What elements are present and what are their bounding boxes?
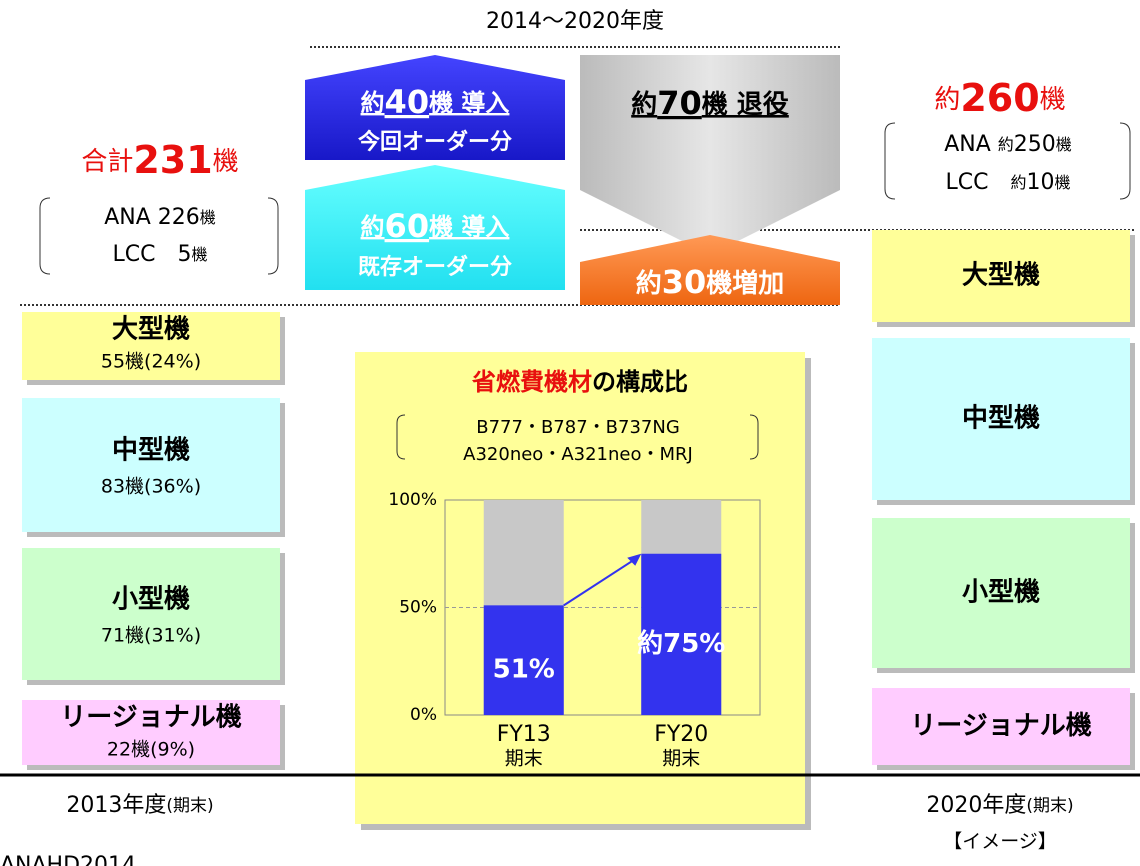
class-box [22, 312, 280, 380]
bar [641, 553, 722, 715]
right-breakdown: ANA 約250機 [944, 132, 1072, 157]
left-breakdown: LCC 5機 [113, 242, 208, 267]
class-name: 中型機 [962, 404, 1040, 434]
period-header: 2014〜2020年度 [486, 9, 664, 34]
class-box [872, 338, 1130, 500]
flow-label: 約70機 退役 [631, 84, 789, 122]
left-footer: 2013年度(期末) [66, 793, 213, 818]
x-tick-sublabel: 期末 [505, 748, 543, 770]
inset-title: 省燃費機材の構成比 [471, 368, 688, 396]
class-box [22, 700, 280, 765]
x-tick-label: FY13 [497, 722, 551, 747]
class-name: 中型機 [112, 436, 190, 466]
bracket [396, 414, 759, 460]
arrow-new-order [305, 55, 565, 160]
class-box [22, 398, 280, 532]
inset-models: B777・B787・B737NG [476, 417, 680, 438]
class-box [872, 230, 1130, 322]
y-tick-label: 100% [388, 490, 437, 510]
x-tick-sublabel: 期末 [662, 748, 700, 770]
class-count: 71機(31%) [101, 625, 201, 647]
flow-label: 約60機 導入 [361, 207, 510, 245]
value-label: 51% [493, 655, 555, 685]
left-breakdown: ANA 226機 [104, 205, 216, 230]
flow-label: 約30機増加 [636, 263, 785, 301]
class-box [22, 548, 280, 680]
trend-arrow [563, 556, 638, 607]
class-name: リージョナル機 [910, 711, 1091, 741]
arrow-existing-order [305, 165, 565, 290]
left-total: 合計231機 [81, 138, 238, 182]
class-count: 22機(9%) [107, 739, 195, 761]
bracket [39, 197, 279, 275]
right-total: 約260機 [934, 76, 1065, 120]
class-name: 大型機 [112, 315, 190, 345]
bar [483, 605, 564, 715]
flow-sub: 既存オーダー分 [358, 254, 512, 280]
y-tick-label: 50% [399, 598, 437, 618]
bracket [884, 122, 1131, 200]
class-box [872, 688, 1130, 765]
x-tick-label: FY20 [654, 722, 708, 747]
value-label: 約75% [637, 628, 725, 659]
right-breakdown: LCC 約10機 [945, 170, 1070, 195]
right-footer-sub: 【イメージ】 [943, 831, 1057, 853]
class-name: 大型機 [962, 261, 1040, 291]
class-count: 83機(36%) [101, 476, 201, 498]
class-name: リージョナル機 [60, 703, 241, 733]
class-boxes: 大型機 55機(24%) 中型機 83機(36%) 小型機 71機(31%) リージョナル機… [22, 230, 1135, 770]
trend-arrow-head [627, 553, 642, 566]
source: ANAHD2014 [0, 853, 136, 866]
class-name: 小型機 [962, 578, 1040, 608]
arrow-increase [580, 235, 840, 305]
flow-sub: 今回オーダー分 [358, 129, 512, 155]
flow-label: 約40機 導入 [361, 83, 510, 121]
y-tick-label: 0% [410, 705, 437, 725]
right-footer: 2020年度(期末) [926, 793, 1073, 818]
arrow-retire [580, 55, 840, 255]
class-count: 55機(24%) [101, 351, 201, 373]
class-box [872, 518, 1130, 668]
inset-models: A320neo・A321neo・MRJ [463, 444, 693, 465]
class-name: 小型機 [112, 585, 190, 615]
